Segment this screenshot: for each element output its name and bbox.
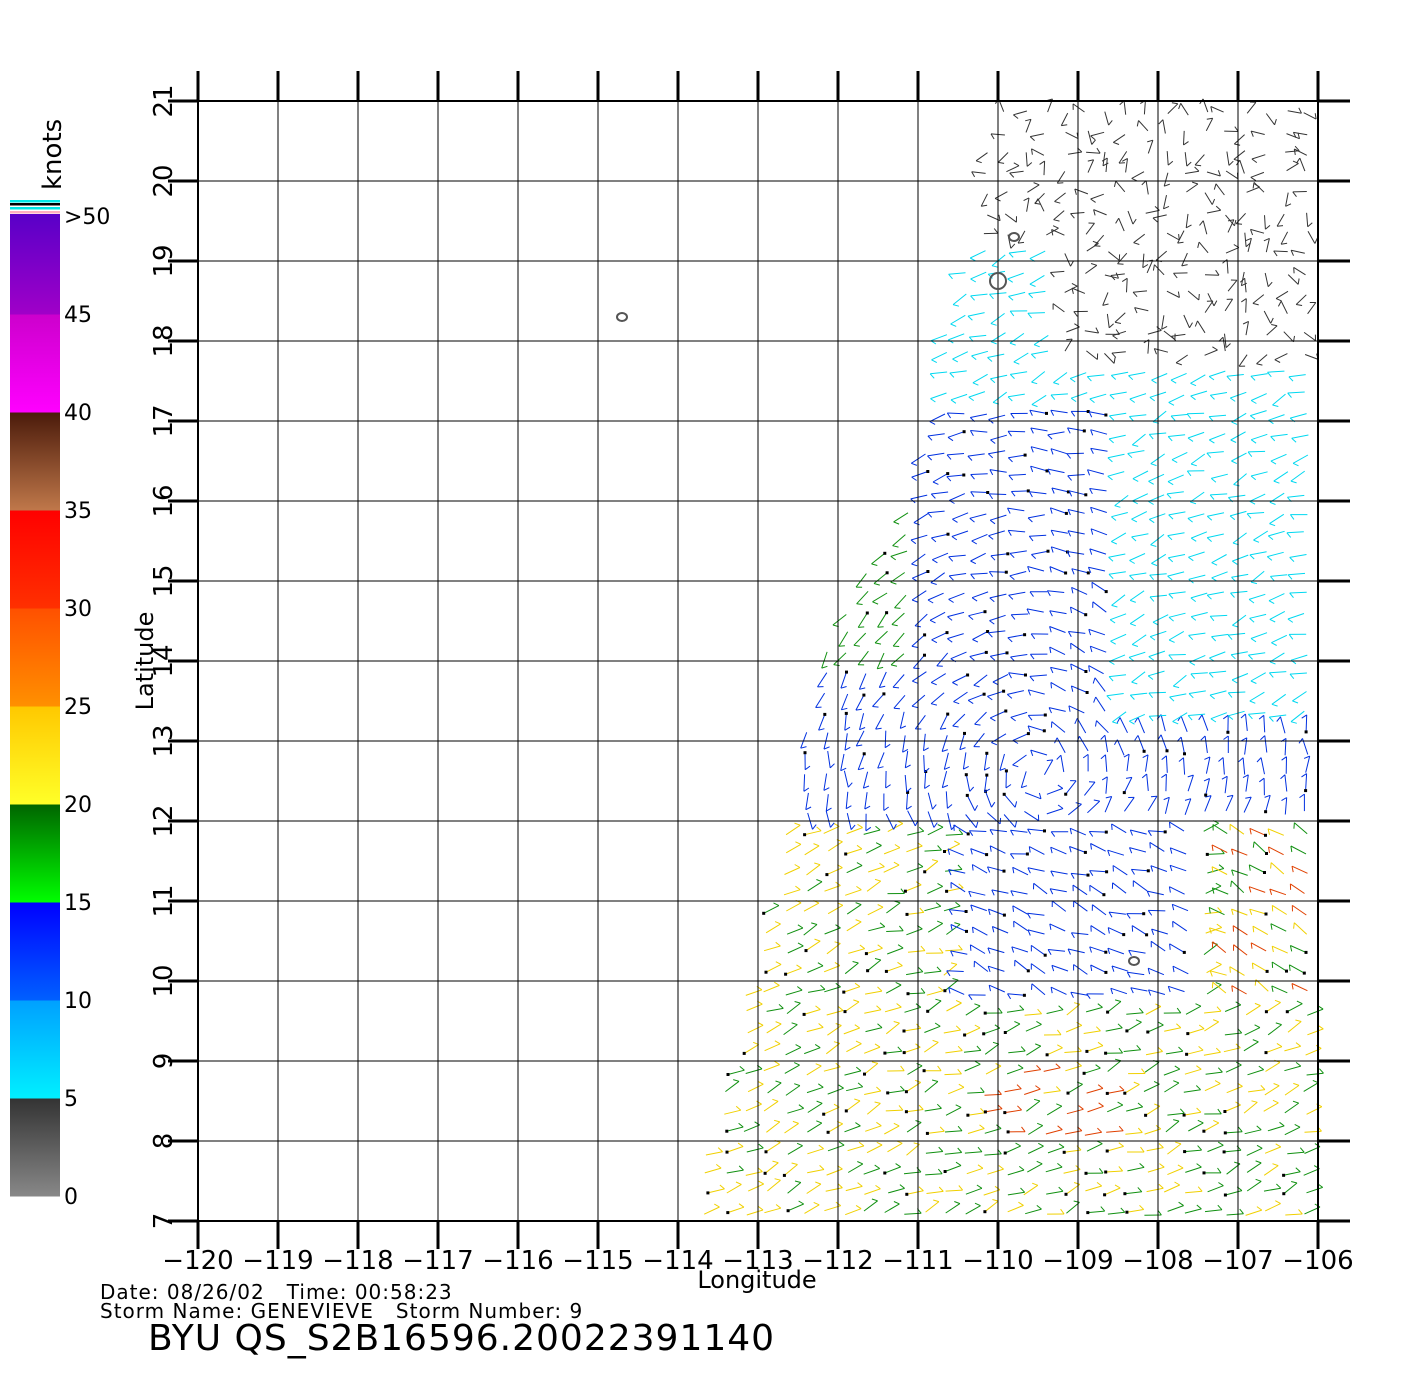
lat-tick-label: 14 [149,644,179,677]
lat-tick-label: 17 [149,404,179,437]
island-outline [989,272,1007,290]
lon-tick-label: −113 [722,1246,793,1276]
colorbar-tick-label: 25 [64,695,92,720]
colorbar-tick-label: 0 [64,1185,78,1210]
colorbar-stripe [10,200,60,203]
lon-tick-label: −120 [162,1246,233,1276]
colorbar-tick-label: >50 [64,205,110,230]
coastlines [616,232,1140,966]
lat-tick-label: 7 [149,1213,179,1230]
colorbar-tick-label: 20 [64,793,92,818]
colorbar-tick-label: 30 [64,597,92,622]
lat-tick-label: 21 [149,84,179,117]
lon-tick-label: −108 [1122,1246,1193,1276]
colorbar-segment [10,1000,60,1099]
colorbar-stripe [10,207,60,210]
colorbar-segment [10,510,60,609]
lat-tick-label: 18 [149,324,179,357]
axis-ticks: −120 −119 −118 −117 −116 −115 −114 −113 −112 −111… [149,71,1354,1276]
lon-tick-label: −111 [882,1246,953,1276]
lon-tick-label: −117 [402,1246,473,1276]
lon-tick-label: −118 [322,1246,393,1276]
product-id: BYU QS_S2B16596.20022391140 [148,1318,776,1359]
lat-tick-label: 15 [149,564,179,597]
colorbar-segment [10,216,60,315]
lon-tick-label: −107 [1202,1246,1273,1276]
colorbar-tick-label: 35 [64,499,92,524]
lat-tick-label: 12 [149,804,179,837]
colorbar-segment [10,412,60,511]
colorbar-tick-label: 45 [64,303,92,328]
colorbar: 0 5 10 15 20 25 30 35 40 45 >50 [10,200,110,1210]
lat-tick-label: 16 [149,484,179,517]
colorbar-segment [10,608,60,707]
island-outline [1008,232,1020,242]
lat-tick-label: 10 [149,964,179,997]
colorbar-tick-label: 40 [64,401,92,426]
colorbar-segment [10,1098,60,1197]
y-axis-label: Latitude [131,612,159,711]
colorbar-stripe [10,214,60,217]
lon-tick-label: −106 [1282,1246,1353,1276]
lon-tick-label: −110 [962,1246,1033,1276]
lon-tick-label: −112 [802,1246,873,1276]
colorbar-segment [10,314,60,413]
lon-tick-label: −114 [642,1246,713,1276]
storm-info-line: Storm Name: GENEVIEVE Storm Number: 9 [100,1299,584,1323]
colorbar-segment [10,804,60,903]
colorbar-stripe [10,203,60,206]
colorbar-stripe [10,211,60,214]
colorbar-segment [10,902,60,1001]
colorbar-tick-label: 10 [64,989,92,1014]
lon-tick-label: −119 [242,1246,313,1276]
map-grid [197,100,1319,1222]
lat-tick-label: 9 [149,1053,179,1070]
lon-tick-label: −116 [482,1246,553,1276]
lat-tick-label: 19 [149,244,179,277]
colorbar-tick-label: 5 [64,1087,78,1112]
wind-vectors [703,98,1324,1216]
lat-tick-label: 8 [149,1133,179,1150]
lat-tick-label: 13 [149,724,179,757]
date-time-line: Date: 08/26/02 Time: 00:58:23 [100,1280,453,1304]
lat-tick-label: 20 [149,164,179,197]
lat-tick-label: 11 [149,884,179,917]
island-outline [616,312,628,322]
colorbar-unit: knots [38,119,68,190]
x-axis-label: Longitude [697,1266,816,1294]
lon-tick-label: −109 [1042,1246,1113,1276]
lon-tick-label: −115 [562,1246,633,1276]
island-outline [1128,956,1140,966]
colorbar-tick-label: 15 [64,891,92,916]
colorbar-segment [10,706,60,805]
